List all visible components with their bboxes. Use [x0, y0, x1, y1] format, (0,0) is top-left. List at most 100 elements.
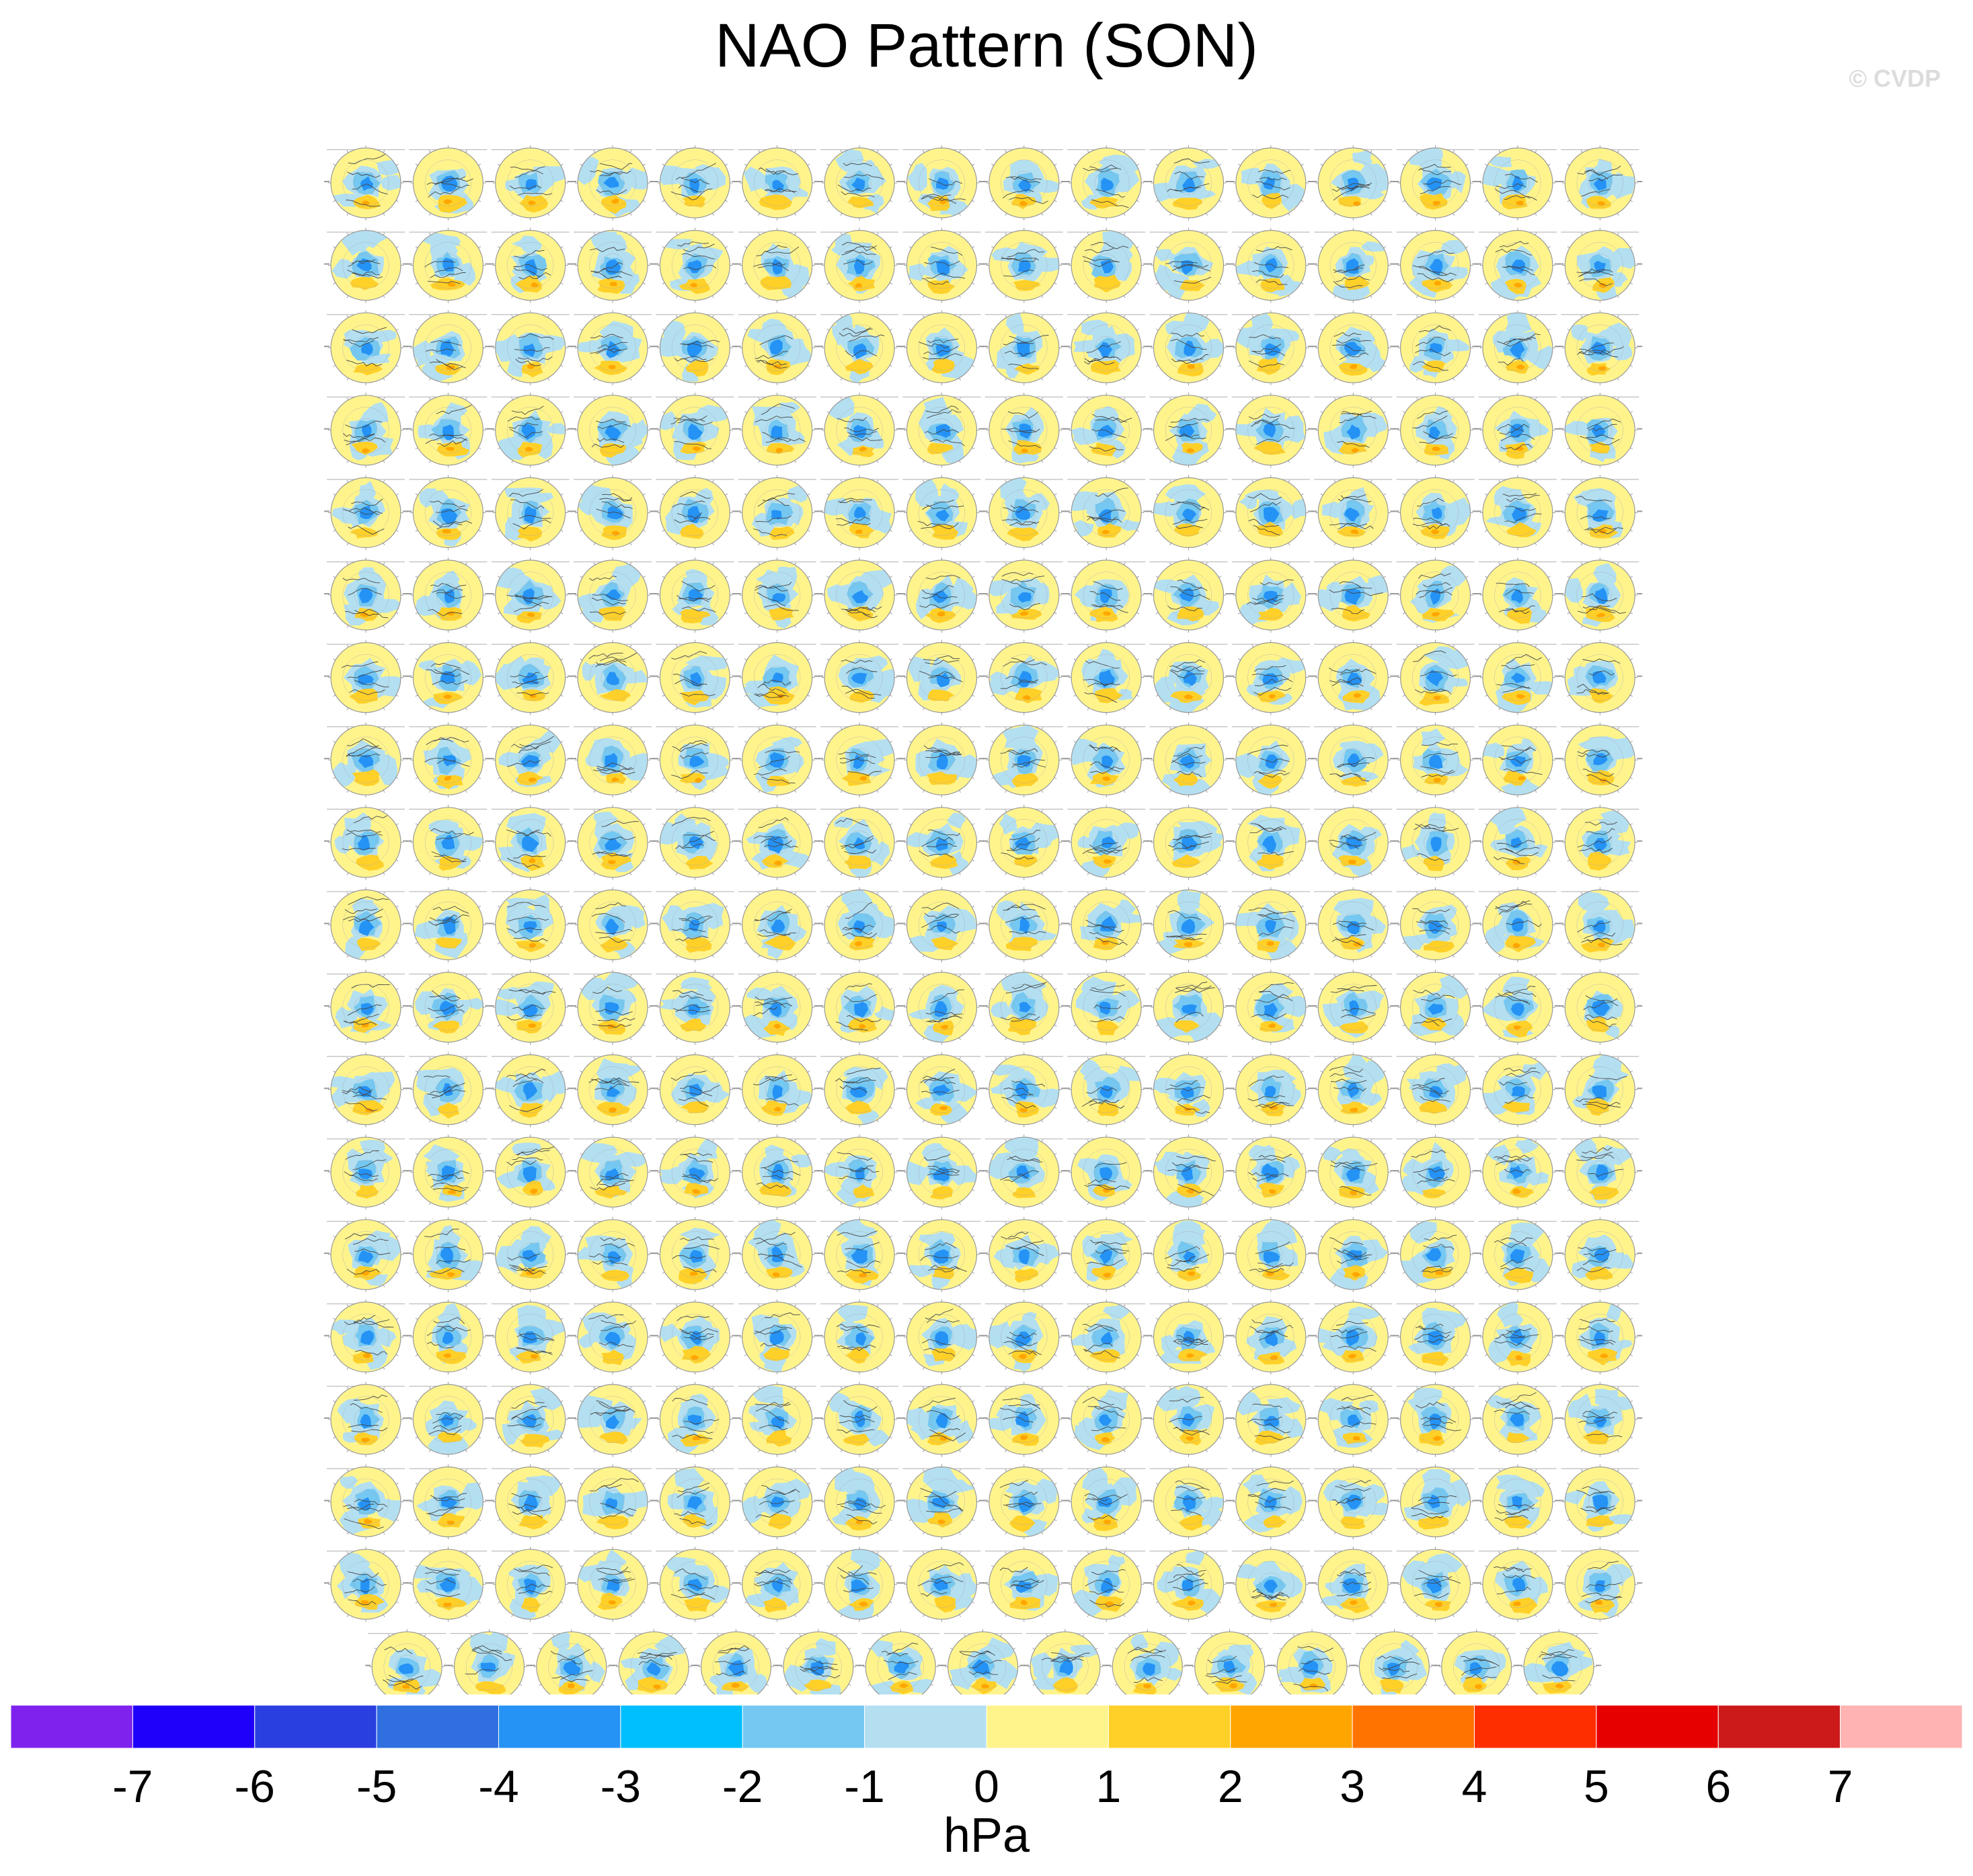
map-panel — [488, 639, 573, 715]
map-panel — [735, 145, 820, 221]
map-panel — [324, 310, 408, 386]
map-panel — [1065, 804, 1149, 880]
map-panel — [1558, 145, 1643, 221]
map-panel — [735, 1547, 820, 1623]
map-panel — [1229, 1547, 1313, 1623]
map-panel — [1311, 1216, 1396, 1292]
map-panel — [694, 1629, 779, 1694]
map-panel — [982, 1216, 1067, 1292]
map-panel — [406, 1052, 491, 1128]
colorbar-tick-label: -5 — [356, 1761, 397, 1812]
map-panel — [900, 1216, 984, 1292]
colorbar-tick-label: 4 — [1462, 1761, 1487, 1812]
map-panel-grid — [324, 145, 1643, 1694]
colorbar-boxes — [10, 1705, 1963, 1749]
map-panel — [982, 887, 1067, 963]
map-panel — [900, 145, 984, 221]
map-panel — [488, 804, 573, 880]
map-panel — [1147, 639, 1231, 715]
map-panel — [1475, 1464, 1560, 1540]
map-panel — [1475, 145, 1560, 221]
map-panel — [1065, 145, 1149, 221]
map-panel — [735, 970, 820, 1045]
map-panel — [1393, 1382, 1478, 1457]
map-panel — [1393, 1216, 1478, 1292]
map-panel — [1393, 392, 1478, 468]
colorbar-tick-label: 0 — [974, 1761, 999, 1812]
map-panel — [1147, 475, 1231, 551]
map-panel — [1558, 310, 1643, 386]
map-panel — [1558, 557, 1643, 633]
map-panel — [1229, 1299, 1313, 1375]
map-panel — [818, 392, 902, 468]
map-panel — [1065, 1052, 1149, 1128]
map-panel — [406, 639, 491, 715]
map-panel — [1065, 970, 1149, 1045]
map-panel — [488, 970, 573, 1045]
colorbar-tick-label: -6 — [235, 1761, 275, 1812]
map-panel — [735, 804, 820, 880]
map-panel — [1065, 1216, 1149, 1292]
map-panel — [488, 1382, 573, 1457]
map-panel — [653, 1299, 738, 1375]
map-panel — [1475, 475, 1560, 551]
map-panel — [1393, 1299, 1478, 1375]
map-panel — [488, 1299, 573, 1375]
map-panel — [1393, 887, 1478, 963]
map-panel — [488, 392, 573, 468]
map-panel — [735, 1382, 820, 1457]
map-panel — [406, 804, 491, 880]
map-panel — [1311, 227, 1396, 303]
map-panel — [653, 310, 738, 386]
map-panel — [982, 475, 1067, 551]
map-panel — [1475, 1382, 1560, 1457]
map-panel — [1558, 639, 1643, 715]
map-panel — [488, 475, 573, 551]
map-panel — [982, 970, 1067, 1045]
map-panel — [447, 1629, 532, 1694]
map-panel — [1229, 557, 1313, 633]
map-panel — [735, 722, 820, 798]
map-panel — [900, 1547, 984, 1623]
map-panel — [488, 1547, 573, 1623]
map-panel — [324, 887, 408, 963]
map-panel — [735, 639, 820, 715]
map-panel — [653, 1382, 738, 1457]
colorbar-tick-label: 1 — [1095, 1761, 1121, 1812]
map-panel — [982, 804, 1067, 880]
map-panel — [982, 1547, 1067, 1623]
map-panel — [324, 1134, 408, 1210]
map-panel — [1393, 970, 1478, 1045]
map-panel — [1229, 145, 1313, 221]
map-panel — [406, 1547, 491, 1623]
map-panel — [571, 227, 656, 303]
map-panel — [1065, 227, 1149, 303]
map-panel — [900, 639, 984, 715]
map-panel — [1147, 1547, 1231, 1623]
map-panel — [735, 1134, 820, 1210]
map-panel — [982, 1052, 1067, 1128]
map-panel — [1311, 639, 1396, 715]
map-panel — [571, 722, 656, 798]
map-panel — [324, 1216, 408, 1292]
colorbar-tick-label: 2 — [1218, 1761, 1243, 1812]
map-panel — [735, 1052, 820, 1128]
map-panel — [653, 392, 738, 468]
map-panel — [1229, 392, 1313, 468]
map-panel — [488, 557, 573, 633]
map-panel — [1147, 1052, 1231, 1128]
map-panel — [612, 1629, 697, 1694]
colorbar-tick-label: 3 — [1340, 1761, 1365, 1812]
map-panel — [818, 970, 902, 1045]
map-panel — [818, 887, 902, 963]
map-panel — [653, 475, 738, 551]
map-panel — [1147, 310, 1231, 386]
map-panel — [900, 887, 984, 963]
map-panel — [1311, 557, 1396, 633]
map-panel — [818, 804, 902, 880]
map-panel — [735, 1299, 820, 1375]
map-panel — [571, 557, 656, 633]
map-panel — [1311, 1464, 1396, 1540]
map-panel — [488, 1216, 573, 1292]
map-panel — [982, 722, 1067, 798]
